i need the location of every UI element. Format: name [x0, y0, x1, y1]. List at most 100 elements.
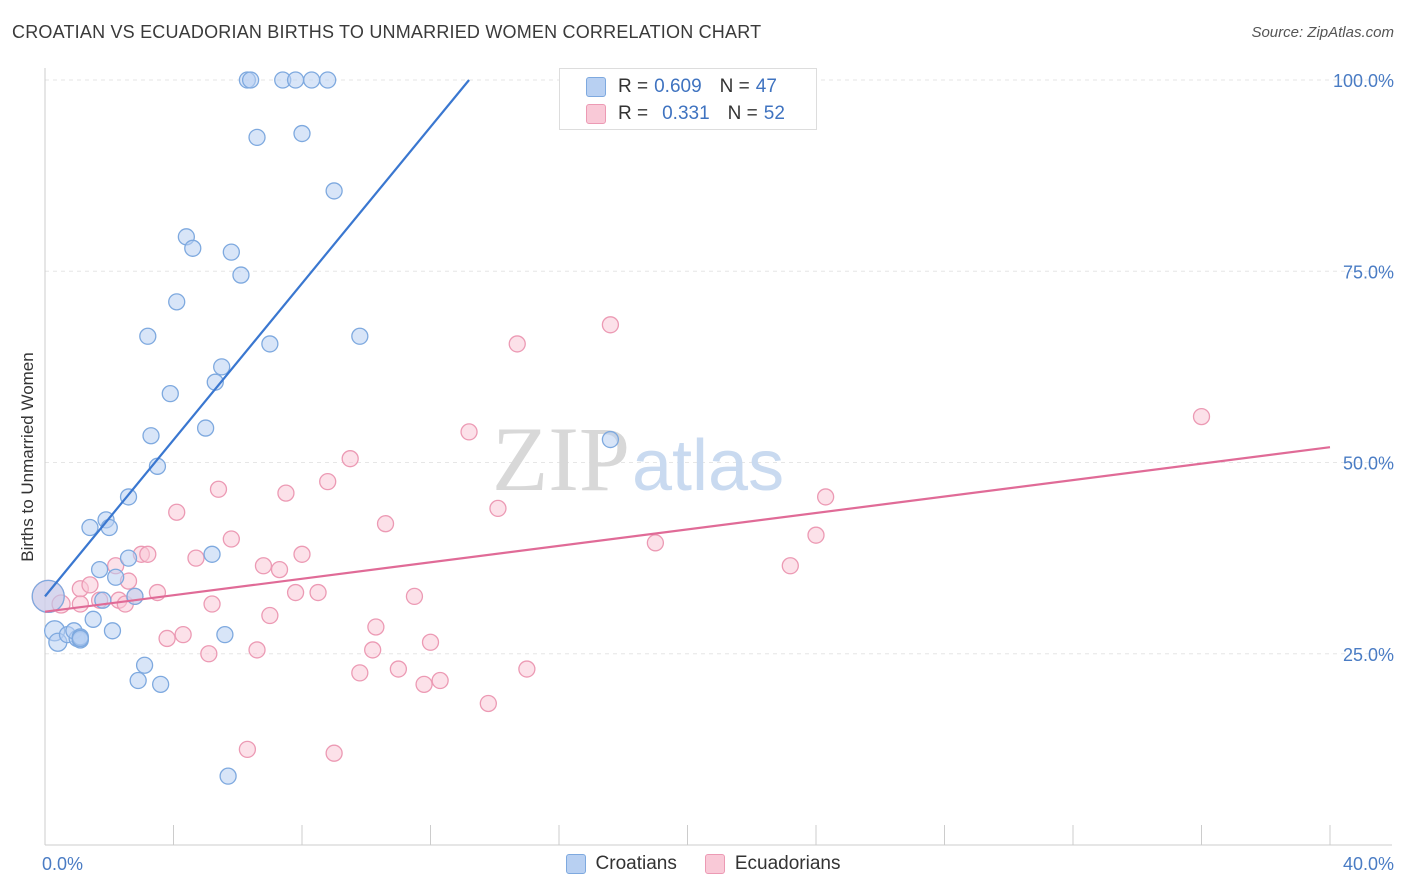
croatian-point: [325, 182, 343, 200]
legend-swatch-croatians: [586, 77, 606, 97]
croatian-point: [601, 430, 620, 449]
legend-n-label: N =: [719, 76, 750, 97]
legend-r-value: 0.609: [654, 76, 702, 97]
croatian-point: [100, 518, 118, 537]
croatian-point: [232, 266, 250, 284]
ecuadorian-point: [270, 560, 289, 579]
y-tick-label: 25.0%: [1343, 645, 1394, 665]
ecuadorian-point: [807, 526, 825, 544]
y-tick-label: 75.0%: [1343, 262, 1394, 282]
croatian-point: [129, 671, 147, 690]
croatian-point: [81, 518, 99, 537]
ecuadorian-point: [646, 534, 665, 552]
ecuadorian-point: [309, 583, 327, 602]
ecuadorian-point: [81, 576, 99, 594]
ecuadorian-point: [139, 545, 157, 563]
legend-n-value: 47: [755, 76, 777, 97]
croatian-point: [351, 327, 369, 345]
croatian-point: [248, 128, 266, 147]
croatian-point: [319, 71, 337, 89]
ecuadorian-point: [203, 595, 221, 613]
ecuadorian-point: [479, 694, 497, 713]
axes: [44, 68, 1392, 846]
ecuadorian-point: [415, 675, 433, 693]
ecuadorian-point: [71, 595, 89, 613]
legend-swatch-croatians: [565, 854, 586, 874]
ecuadorian-point: [200, 645, 218, 663]
croatian-point: [71, 629, 89, 648]
ecuadorian-point: [254, 557, 273, 575]
trend-lines: [44, 79, 1331, 613]
legend-label-ecuadorians: Ecuadorians: [734, 853, 841, 874]
croatian-point: [216, 625, 234, 644]
croatian-point: [261, 335, 279, 353]
trend-line-croatians: [44, 79, 470, 598]
croatian-point: [302, 71, 321, 89]
ecuadorian-point: [261, 606, 279, 625]
ecuadorian-point: [601, 316, 620, 334]
croatian-point: [151, 675, 170, 693]
ecuadorian-point: [174, 625, 192, 644]
ecuadorian-point: [489, 499, 507, 518]
croatian-point: [219, 767, 237, 785]
stats-legend: R = 0.609 N = 47 R = 0.331 N = 52: [559, 68, 817, 130]
ecuadorian-point: [1192, 407, 1211, 426]
croatian-point: [161, 384, 179, 403]
croatian-point: [103, 622, 122, 640]
watermark-zip: ZIP: [492, 408, 630, 510]
ecuadorian-point: [460, 423, 478, 441]
ecuadorian-point: [187, 549, 205, 567]
croatian-point: [168, 293, 186, 311]
ecuadorian-point: [209, 480, 228, 498]
legend-swatch-ecuadorians: [586, 104, 606, 124]
ecuadorian-point: [364, 641, 382, 659]
croatian-point: [286, 71, 305, 89]
x-tick-label-max: 40.0%: [1343, 854, 1394, 874]
legend-swatch-ecuadorians: [704, 854, 725, 874]
croatian-point: [90, 560, 109, 579]
croatians-points: [31, 71, 620, 785]
ecuadorian-point: [431, 671, 449, 690]
y-tick-labels: 25.0% 50.0% 75.0% 100.0%: [1333, 71, 1394, 665]
legend-r-value: 0.331: [662, 103, 710, 124]
croatian-point: [135, 656, 154, 674]
source-label: Source: ZipAtlas.com: [1251, 24, 1394, 41]
ecuadorian-point: [405, 587, 424, 606]
trend-line-ecuadorians: [44, 446, 1331, 613]
ecuadorian-point: [421, 633, 440, 651]
ecuadorian-point: [319, 472, 337, 491]
ecuadorian-point: [286, 583, 305, 602]
croatian-point: [142, 427, 160, 445]
legend-r-label: R =: [618, 76, 649, 97]
ecuadorian-point: [518, 660, 536, 678]
ecuadorian-point: [158, 629, 176, 648]
croatian-point: [213, 358, 231, 376]
watermark-atlas: atlas: [632, 426, 784, 506]
ecuadorian-point: [508, 335, 526, 353]
grid-lines: [45, 79, 1392, 655]
croatian-point: [241, 71, 260, 89]
ecuadorian-point: [277, 484, 295, 502]
ecuadorian-point: [781, 557, 799, 575]
series-legend: Croatians Ecuadorians: [0, 850, 1406, 878]
y-tick-label: 100.0%: [1333, 71, 1394, 91]
ecuadorian-point: [376, 515, 395, 533]
croatian-point: [203, 545, 221, 563]
chart-title: CROATIAN VS ECUADORIAN BIRTHS TO UNMARRI…: [12, 22, 762, 42]
ecuadorian-point: [293, 545, 311, 563]
ecuadorian-point: [389, 660, 408, 678]
croatian-point: [293, 124, 311, 143]
croatian-point: [119, 549, 138, 567]
ecuadorian-point: [351, 664, 369, 682]
croatian-point: [222, 243, 240, 261]
ecuadorian-point: [238, 740, 257, 759]
croatian-point: [84, 610, 102, 628]
legend-row-croatians: R = 0.609 N = 47: [586, 75, 777, 99]
ecuadorian-point: [248, 641, 266, 659]
legend-item-ecuadorians[interactable]: Ecuadorians: [704, 853, 841, 875]
legend-n-label: N =: [727, 103, 758, 124]
x-tick-label-min: 0.0%: [42, 854, 83, 874]
ecuadorian-point: [325, 744, 343, 762]
legend-item-croatians[interactable]: Croatians: [565, 853, 677, 875]
